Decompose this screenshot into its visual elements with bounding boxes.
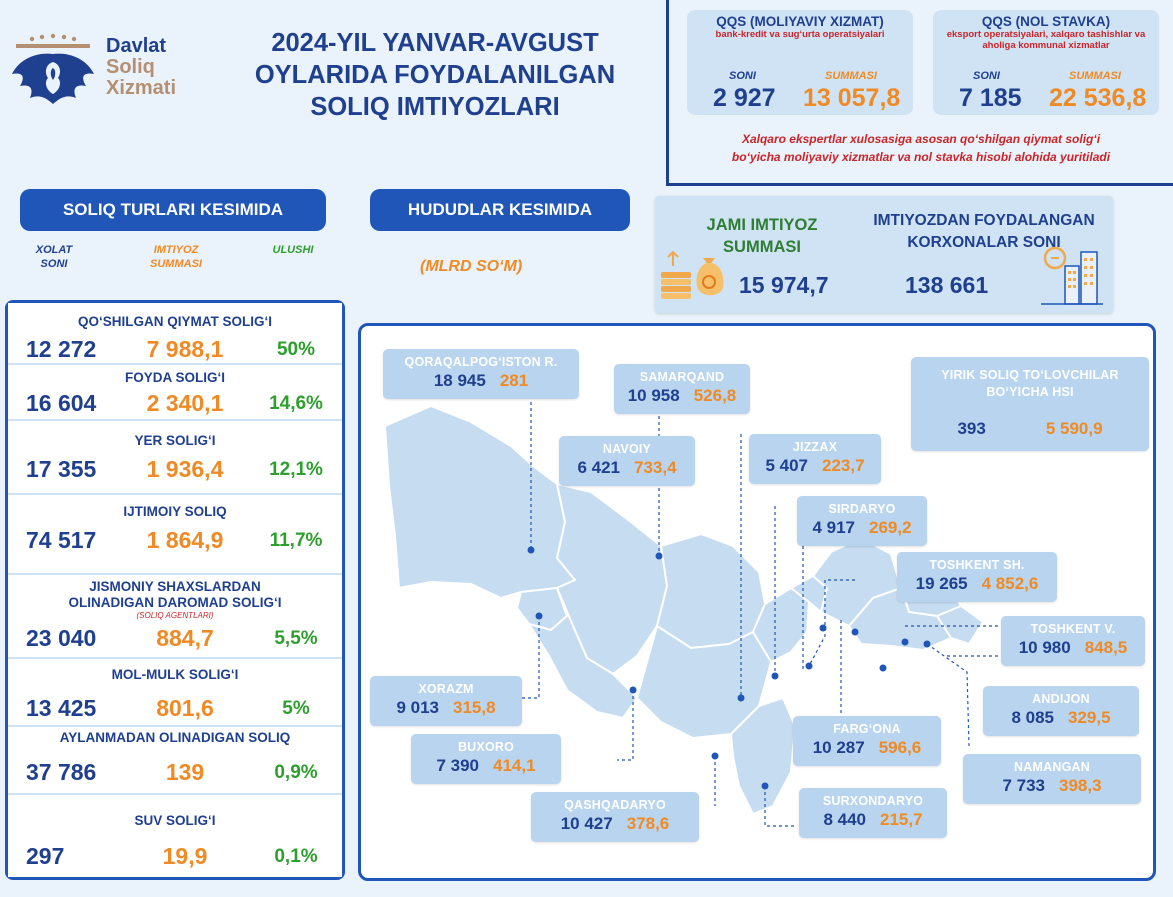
region-qashqadaryo: QASHQADARYO 10 427 378,6: [531, 792, 699, 842]
large-taxpayers-box: YIRIK SOLIQ TO‘LOVCHILAR BO‘YICHA HSI 39…: [911, 357, 1149, 451]
buildings-icon: [1041, 246, 1103, 305]
region-surxondaryo: SURXONDARYO 8 440 215,7: [799, 788, 947, 838]
tax-row: JISMONIY SHAXSLARDAN OLINADIGAN DAROMAD …: [8, 575, 342, 659]
total-orgs-value: 138 661: [905, 272, 989, 298]
region-andijon: ANDIJON 8 085 329,5: [983, 686, 1139, 736]
region-map-panel: QORAQALPOG‘ISTON R. 18 945 281 SAMARQAND …: [358, 323, 1156, 881]
money-bag-icon: [661, 250, 724, 299]
region-buxoro: BUXORO 7 390 414,1: [411, 734, 561, 784]
tax-row: QO‘SHILGAN QIYMAT SOLIG‘I 12 272 7 988,1…: [8, 303, 342, 365]
region-xorazm: XORAZM 9 013 315,8: [370, 676, 522, 726]
unit-label: (MLRD SO‘M): [420, 258, 523, 275]
region-fargona: FARG‘ONA 10 287 596,6: [793, 716, 941, 766]
tax-row: SUV SOLIG‘I 297 19,9 0,1%: [8, 795, 342, 877]
logo: Davlat Soliq Xizmati: [8, 28, 198, 108]
region-tashkent-viloyati: TOSHKENT V. 10 980 848,5: [1001, 616, 1145, 666]
region-samarqand: SAMARQAND 10 958 526,8: [614, 364, 750, 414]
total-orgs-label: IMTIYOZDAN FOYDALANGAN KORXONALAR SONI: [873, 212, 1095, 251]
tax-row: MOL-MULK SOLIG‘I 13 425 801,6 5%: [8, 659, 342, 727]
region-sirdaryo: SIRDARYO 4 917 269,2: [797, 496, 927, 546]
region-jizzax: JIZZAX 5 407 223,7: [749, 434, 881, 484]
qqs-financial-card: QQS (MOLIYAVIY XIZMAT) bank-kredit va su…: [687, 10, 913, 115]
region-navoiy: NAVOIY 6 421 733,4: [559, 436, 695, 486]
column-count-header: XOLAT SONI: [35, 244, 73, 270]
region-tashkent-city: TOSHKENT SH. 19 265 4 852,6: [897, 552, 1057, 602]
brand-name: Davlat Soliq Xizmati: [106, 35, 177, 99]
tax-row: AYLANMADAN OLINADIGAN SOLIQ 37 786 139 0…: [8, 727, 342, 795]
region-namangan: NAMANGAN 7 733 398,3: [963, 754, 1141, 804]
eagle-logo-icon: [12, 33, 94, 104]
column-share-header: ULUSHI: [272, 244, 314, 256]
region-karakalpakstan: QORAQALPOG‘ISTON R. 18 945 281: [383, 349, 579, 399]
tax-row: FOYDA SOLIG‘I 16 604 2 340,1 14,6%: [8, 365, 342, 421]
tax-list-panel: QO‘SHILGAN QIYMAT SOLIG‘I 12 272 7 988,1…: [5, 300, 345, 880]
total-sum-value: 15 974,7: [739, 272, 829, 298]
column-sum-header: IMTIYOZ SUMMASI: [150, 244, 202, 270]
section-by-tax-title: SOLIQ TURLARI KESIMIDA: [20, 189, 326, 231]
totals-card: JAMI IMTIYOZ SUMMASI 15 974,7 IMTIYOZDAN…: [655, 196, 1113, 313]
qqs-note: Xalqaro ekspertlar xulosasiga asosan qo‘…: [731, 132, 1111, 164]
qqs-zero-rate-card: QQS (NOL STAVKA) eksport operatsiyalari,…: [933, 10, 1159, 115]
total-sum-label: JAMI IMTIYOZ SUMMASI: [706, 216, 818, 256]
page-title: 2024-YIL YANVAR-AVGUST OYLARIDA FOYDALAN…: [254, 29, 616, 121]
tax-row: YER SOLIG‘I 17 355 1 936,4 12,1%: [8, 421, 342, 495]
qqs-panel: QQS (MOLIYAVIY XIZMAT) bank-kredit va su…: [666, 0, 1173, 186]
tax-row: IJTIMOIY SOLIQ 74 517 1 864,9 11,7%: [8, 495, 342, 575]
uzbekistan-map-icon: [384, 390, 1001, 827]
section-by-region-title: HUDUDLAR KESIMIDA: [370, 189, 630, 231]
large-taxpayers-label: YIRIK SOLIQ TO‘LOVCHILAR BO‘YICHA HSI: [941, 368, 1119, 399]
